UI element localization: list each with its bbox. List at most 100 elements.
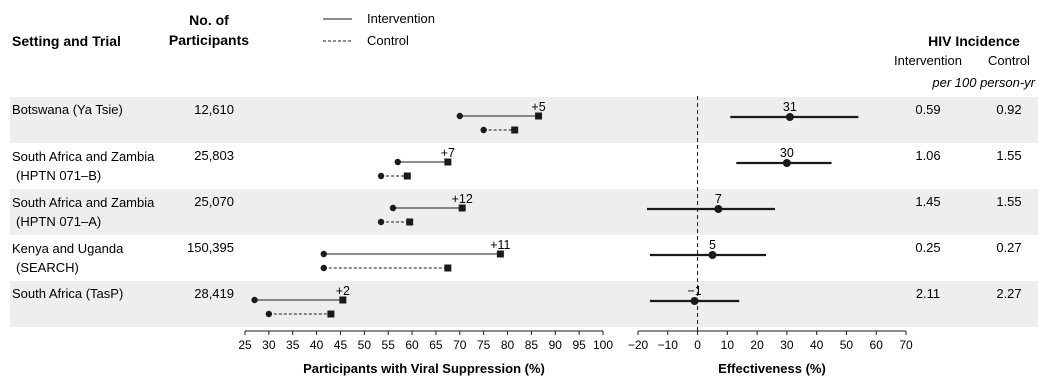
intervention-end-point [444,158,452,166]
x-tick-label: 70 [453,338,467,352]
incidence-control-value: 2.27 [996,286,1021,301]
row-bands [10,97,1038,327]
incidence-intervention-value: 1.06 [915,148,940,163]
x-tick-label: 40 [310,338,324,352]
effectiveness-plot: −20 −10 0 10 20 30 40 50 60 70 Effectiveness (%) 31… [628,96,913,376]
incidence-intervention-value: 0.25 [915,240,940,255]
point-estimate [782,159,791,167]
x-tick-label: 25 [238,338,252,352]
difference-label: +5 [531,100,545,114]
control-start-point [265,310,273,318]
x-tick-label: 60 [405,338,419,352]
estimate-label: 5 [709,238,716,252]
header-hiv-incidence: HIV Incidence [928,33,1020,49]
x-tick-label: 50 [358,338,372,352]
setting-label: South Africa (TasP) [12,286,123,301]
intervention-start-point [320,250,327,258]
x-tick-label: 95 [572,338,586,352]
control-end-point [511,126,519,134]
control-end-point [327,310,335,318]
control-end-point [403,172,411,180]
row-labels: Botswana (Ya Tsie) 12,610 South Africa and… [12,102,234,301]
x-tick-label: 55 [382,338,396,352]
setting-label: Botswana (Ya Tsie) [12,102,123,117]
incidence-control-value: 0.92 [996,102,1021,117]
intervention-end-point [496,250,504,258]
effectiveness-tick-label: 40 [810,338,824,352]
control-end-point [444,264,452,272]
x-tick-label: 75 [477,338,491,352]
control-start-point [377,218,385,226]
incidence-control-value: 0.27 [996,240,1021,255]
difference-label: +2 [336,284,350,298]
estimate-label: 31 [783,100,797,114]
effectiveness-tick-label: 20 [750,338,764,352]
legend-control-label: Control [367,33,409,48]
setting-label: South Africa and Zambia [12,149,155,164]
trial-label: (HPTN 071–A) [16,214,101,229]
participants-count: 150,395 [187,240,234,255]
header-participants-line1: No. of [189,12,229,28]
x-tick-label: 45 [334,338,348,352]
control-start-point [377,172,385,180]
point-estimate [708,251,717,259]
row-band-4 [10,281,1038,327]
participants-count: 12,610 [194,102,234,117]
setting-label: Kenya and Uganda [12,241,124,256]
intervention-end-point [339,296,347,304]
header-participants-line2: Participants [169,32,249,48]
difference-label: +11 [490,238,510,252]
trial-label: (SEARCH) [16,260,79,275]
x-tick-label: 30 [262,338,276,352]
x-axis-title: Participants with Viral Suppression (%) [303,361,545,376]
estimate-label: 7 [715,192,722,206]
x-tick-label: 35 [286,338,300,352]
row-band-0 [10,97,1038,143]
incidence-control-value: 1.55 [996,148,1021,163]
header-unit: per 100 person-yr [931,75,1035,90]
intervention-start-point [394,158,401,166]
difference-label: +7 [441,146,455,160]
setting-label: South Africa and Zambia [12,195,155,210]
intervention-end-point [458,204,466,212]
effectiveness-tick-label: 60 [870,338,884,352]
incidence-intervention-value: 1.45 [915,194,940,209]
x-tick-label: 65 [429,338,443,352]
trial-label: (HPTN 071–B) [16,168,101,183]
effectiveness-tick-label: 10 [721,338,735,352]
intervention-start-point [456,112,463,120]
effectiveness-axis-title: Effectiveness (%) [718,361,826,376]
header-control: Control [988,53,1030,68]
participants-count: 28,419 [194,286,234,301]
difference-label: +12 [452,192,473,206]
control-start-point [320,264,327,272]
participants-count: 25,070 [194,194,234,209]
header-intervention: Intervention [894,53,962,68]
intervention-start-point [251,296,258,304]
x-tick-label: 90 [549,338,563,352]
point-estimate [690,297,699,305]
row-band-2 [10,189,1038,235]
intervention-end-point [535,112,543,120]
estimate-label: 30 [780,146,794,160]
effectiveness-tick-label: 70 [899,338,913,352]
point-estimate [785,113,794,121]
viral-suppression-plot: 25 30 35 40 45 50 55 60 65 70 75 80 85 90 95 100 Partici… [238,100,613,376]
incidence-control-value: 1.55 [996,194,1021,209]
estimate-label: −1 [687,284,701,298]
intervention-start-point [389,204,397,212]
header-setting: Setting and Trial [12,33,121,49]
effectiveness-tick-label: −20 [628,338,649,352]
legend-intervention-label: Intervention [367,11,435,26]
incidence-intervention-value: 0.59 [915,102,940,117]
participants-count: 25,803 [194,148,234,163]
effectiveness-tick-label: 0 [694,338,701,352]
effectiveness-tick-label: 50 [840,338,854,352]
effectiveness-tick-label: −10 [658,338,679,352]
point-estimate [714,205,723,213]
effectiveness-tick-label: 30 [780,338,794,352]
x-tick-label: 100 [593,338,613,352]
x-tick-label: 85 [525,338,539,352]
incidence-table: 0.59 0.92 1.06 1.55 1.45 1.55 0.25 0.27 2.11 2.27 [915,102,1021,301]
